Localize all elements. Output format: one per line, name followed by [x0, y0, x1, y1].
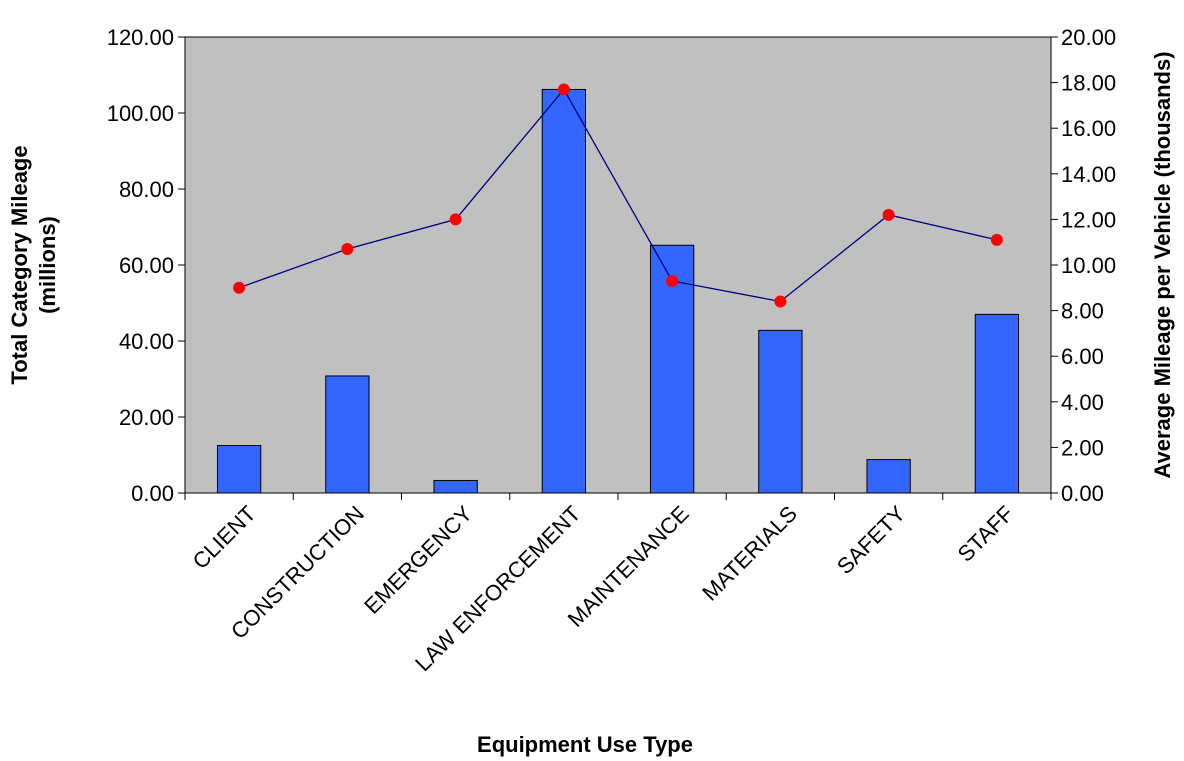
y2-tick-label: 18.00: [1061, 71, 1116, 96]
line-point-emergency: [449, 213, 462, 226]
bar-client: [216, 445, 262, 494]
y2-tick-label: 0.00: [1061, 481, 1104, 506]
y2-axis-ticks: 0.00 2.00 4.00 6.00 8.00 10.00 12.00 14.00 16.00…: [1051, 25, 1116, 506]
y2-tick-label: 10.00: [1061, 253, 1116, 278]
y-tick-label: 0.00: [131, 481, 174, 506]
y-axis-ticks: 0.00 20.00 40.00 60.00 80.00 100.00 120.00: [107, 25, 185, 506]
y-tick-label: 20.00: [119, 405, 174, 430]
x-tick-label: SAFETY: [832, 501, 910, 579]
average-mileage-line: [238, 88, 998, 303]
line-point-safety: [882, 208, 895, 221]
y2-tick-label: 2.00: [1061, 435, 1104, 460]
bar-staff: [974, 313, 1020, 494]
bar-series: [216, 88, 1020, 494]
y-tick-label: 40.00: [119, 329, 174, 354]
bar-materials: [758, 329, 803, 494]
y2-tick-label: 6.00: [1061, 344, 1104, 369]
x-tick-label: EMERGENCY: [359, 501, 477, 619]
y-tick-label: 60.00: [119, 253, 174, 278]
bar-construction: [325, 375, 370, 494]
bar-safety: [866, 459, 911, 494]
x-axis-ticks: [184, 493, 1052, 500]
line-point-materials: [774, 295, 787, 308]
y-axis-title-line-1: Total Category Mileage: [7, 145, 32, 384]
bar-emergency: [433, 479, 478, 494]
line-series: [233, 83, 1003, 308]
x-tick-label: CLIENT: [188, 501, 261, 574]
y2-tick-label: 20.00: [1061, 25, 1116, 50]
line-point-staff: [990, 233, 1003, 246]
y2-tick-label: 8.00: [1061, 299, 1104, 324]
y2-tick-label: 12.00: [1061, 207, 1116, 232]
y-tick-label: 100.00: [107, 101, 174, 126]
y-axis-title-line-2: (millions): [35, 216, 60, 314]
y2-tick-label: 16.00: [1061, 116, 1116, 141]
line-point-client: [233, 281, 246, 294]
y-tick-label: 80.00: [119, 177, 174, 202]
x-tick-label: STAFF: [953, 501, 1019, 567]
x-tick-label: MATERIALS: [697, 501, 802, 606]
y-tick-label: 120.00: [107, 25, 174, 50]
bar-law-enforcement: [541, 88, 587, 494]
y2-tick-label: 14.00: [1061, 162, 1116, 187]
line-point-maintenance: [666, 274, 679, 287]
y2-tick-label: 4.00: [1061, 390, 1104, 415]
line-point-law-enforcement: [557, 83, 570, 96]
x-axis-title: Equipment Use Type: [477, 732, 693, 757]
y2-axis-title: Average Mileage per Vehicle (thousands): [1150, 51, 1175, 478]
plot-area: [184, 36, 1052, 494]
line-point-construction: [341, 243, 354, 256]
